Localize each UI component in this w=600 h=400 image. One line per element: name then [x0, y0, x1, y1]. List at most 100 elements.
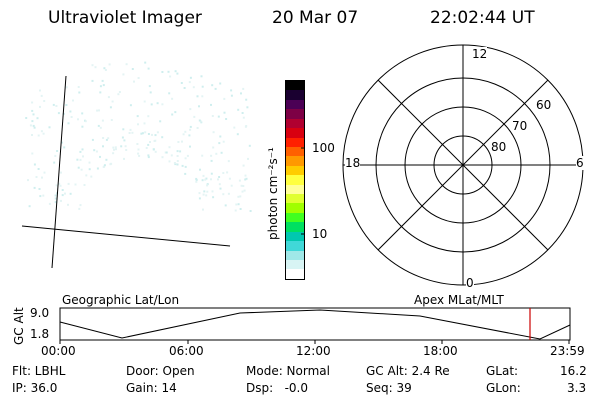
emission-speck	[79, 204, 82, 207]
emission-speck	[107, 96, 110, 99]
emission-speck	[33, 186, 36, 189]
emission-speck	[122, 73, 125, 76]
altitude-ytick-9: 9.0	[30, 306, 50, 320]
emission-speck	[237, 203, 240, 206]
emission-speck	[202, 193, 205, 196]
emission-speck	[133, 80, 135, 83]
polar-lat-60: 60	[536, 98, 552, 112]
emission-speck	[244, 174, 247, 177]
emission-speck	[41, 176, 43, 179]
emission-speck	[145, 147, 148, 149]
emission-speck	[159, 120, 162, 123]
emission-speck	[98, 109, 100, 112]
emission-speck	[244, 178, 247, 181]
emission-speck	[234, 209, 237, 212]
emission-speck	[168, 92, 171, 95]
emission-speck	[248, 144, 251, 147]
polar-label-18: 18	[345, 156, 361, 170]
emission-speck	[176, 72, 179, 75]
emission-speck	[237, 195, 240, 198]
emission-speck	[239, 195, 242, 198]
emission-speck	[54, 194, 57, 197]
emission-speck	[147, 115, 150, 118]
emission-speck	[95, 150, 98, 153]
emission-speck	[109, 106, 112, 109]
colorbar-band	[286, 203, 304, 213]
colorbar-band	[286, 175, 304, 185]
emission-speck	[99, 126, 102, 129]
dsp-status: Dsp: -0.0	[246, 381, 309, 395]
emission-speck	[247, 157, 249, 160]
emission-speck	[167, 70, 170, 73]
emission-speck	[140, 132, 143, 135]
polar-lat-70: 70	[512, 119, 528, 133]
emission-speck	[245, 98, 248, 101]
emission-speck	[230, 89, 233, 92]
emission-speck	[210, 154, 213, 157]
colorbar-tick-100: 100	[312, 141, 335, 155]
emission-speck	[56, 150, 59, 152]
emission-speck	[101, 79, 104, 82]
emission-speck	[91, 64, 94, 67]
emission-speck	[241, 190, 244, 193]
emission-speck	[174, 70, 177, 73]
emission-speck	[186, 154, 189, 157]
emission-speck	[233, 126, 236, 129]
emission-speck	[88, 168, 91, 171]
emission-speck	[125, 63, 128, 66]
colorbar-band	[286, 194, 304, 204]
emission-speck	[218, 183, 221, 186]
emission-speck	[137, 148, 140, 151]
emission-speck	[129, 104, 132, 107]
emission-speck	[156, 131, 159, 134]
emission-speck	[249, 210, 252, 212]
colorbar-band	[286, 109, 304, 119]
emission-speck	[103, 165, 106, 168]
emission-speck	[219, 187, 222, 190]
emission-speck	[69, 110, 72, 113]
emission-speck	[103, 164, 106, 167]
emission-speck	[31, 109, 34, 112]
emission-speck	[123, 157, 125, 160]
emission-speck	[189, 76, 192, 79]
emission-speck	[211, 84, 214, 87]
ip-status: IP: 36.0	[12, 381, 58, 395]
emission-speck	[203, 190, 206, 193]
emission-speck	[84, 120, 87, 123]
emission-speck	[181, 164, 184, 167]
emission-speck	[77, 86, 80, 88]
emission-speck	[27, 179, 29, 182]
emission-speck	[43, 171, 46, 174]
emission-speck	[210, 178, 212, 181]
emission-speck	[200, 75, 203, 78]
emission-speck	[143, 100, 146, 103]
emission-speck	[223, 111, 226, 114]
emission-speck	[211, 190, 214, 193]
emission-speck	[212, 196, 215, 199]
emission-speck	[230, 94, 233, 97]
emission-speck	[196, 127, 199, 129]
emission-speck	[56, 192, 59, 195]
emission-speck	[82, 155, 84, 158]
emission-speck	[112, 146, 115, 149]
altitude-left-title: Geographic Lat/Lon	[62, 293, 180, 307]
emission-speck	[55, 105, 58, 107]
emission-speck	[52, 103, 55, 106]
emission-speck	[131, 131, 134, 134]
emission-speck	[184, 165, 187, 168]
emission-speck	[211, 115, 214, 117]
emission-speck	[173, 162, 176, 164]
emission-speck	[81, 148, 84, 151]
emission-speck	[189, 128, 192, 131]
emission-speck	[147, 143, 150, 146]
emission-speck	[32, 113, 35, 116]
emission-speck	[37, 168, 40, 170]
emission-speck	[40, 94, 43, 97]
colorbar-band	[286, 222, 304, 232]
polar-lat-80: 80	[491, 140, 507, 154]
emission-speck	[188, 134, 191, 137]
emission-speck	[147, 133, 150, 135]
glon-value: 3.3	[567, 381, 587, 395]
colorbar-band	[286, 146, 304, 157]
emission-speck	[168, 160, 171, 163]
